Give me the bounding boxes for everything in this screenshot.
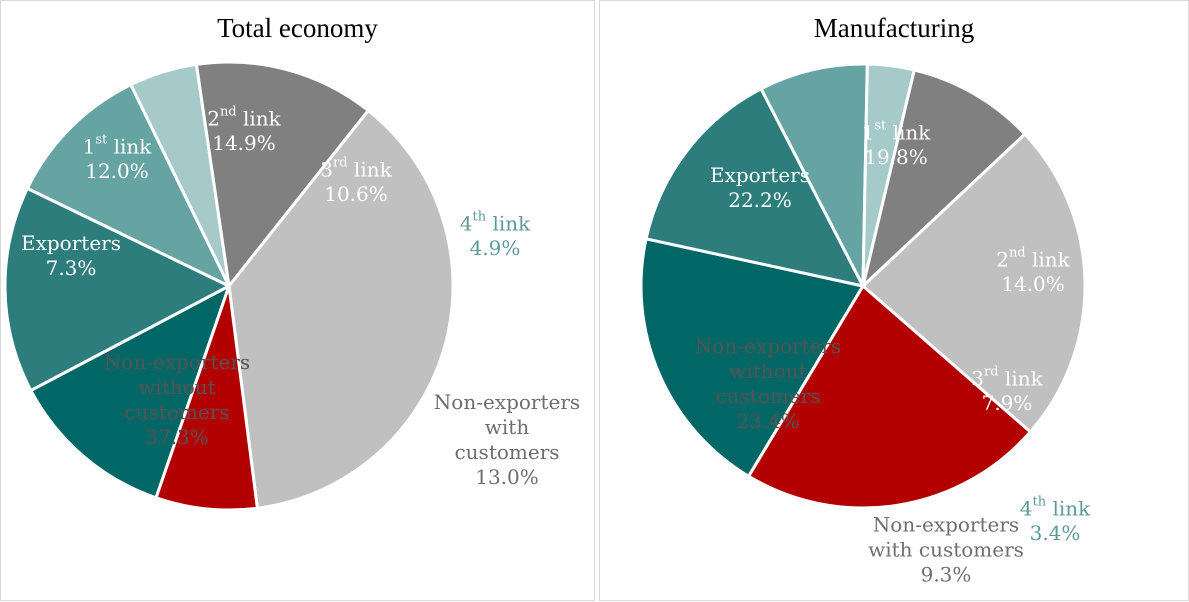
data-label: Non-exporters [434, 390, 580, 414]
data-label: 12.0% [85, 159, 149, 183]
data-label: 14.0% [1001, 272, 1065, 296]
pie-slice [747, 284, 1032, 510]
data-label: customers [454, 440, 559, 464]
pie-slice [194, 60, 370, 288]
pie-slice [227, 109, 455, 510]
data-label: 14.9% [212, 131, 276, 155]
data-label: 4th link [1020, 494, 1091, 520]
data-label: 13.0% [475, 465, 539, 489]
pie-slice [861, 132, 1087, 434]
chart-panel-total-economy: Total economy 1st link 12.0% 2nd link 14.9%… [0, 0, 595, 601]
data-label: customers [124, 400, 229, 424]
data-label: 4th link [460, 209, 531, 235]
data-label: 3rd link [320, 155, 392, 181]
data-label: 7.3% [46, 256, 97, 280]
pie-slice [29, 284, 231, 500]
data-label: 23.4% [736, 409, 800, 433]
data-label: 9.3% [921, 563, 972, 587]
chart-title: Manufacturing [813, 13, 975, 43]
pie-slice [861, 68, 1027, 288]
data-label: without [138, 375, 215, 399]
pie-slice [3, 186, 231, 392]
pie-slice [759, 62, 869, 288]
data-label: 3.4% [1030, 521, 1081, 545]
data-label: without [729, 359, 806, 383]
data-label: 37.3% [145, 425, 209, 449]
data-label: 2nd link [996, 245, 1070, 271]
data-label: 2nd link [207, 104, 281, 130]
pie-slice [154, 284, 259, 512]
data-label: 1st link [862, 118, 932, 144]
data-label: Exporters [710, 163, 810, 187]
data-label: 19.8% [864, 145, 928, 169]
data-label: with [485, 415, 530, 439]
data-label: Non-exporters [873, 513, 1019, 537]
data-label: 3rd link [971, 364, 1043, 390]
pie-slice [644, 87, 865, 288]
data-label: 1st link [83, 132, 153, 158]
chart-title: Total economy [217, 13, 378, 43]
data-label: Exporters [21, 231, 121, 255]
data-label: 4.9% [470, 236, 521, 260]
data-label: Non-exporters [104, 350, 250, 374]
data-label: 10.6% [324, 182, 388, 206]
data-label: 7.9% [982, 391, 1033, 415]
data-label: Non-exporters [695, 334, 841, 358]
data-label: with customers [868, 538, 1024, 562]
data-label: customers [715, 384, 820, 408]
pie-slice [25, 83, 231, 288]
data-label: 22.2% [728, 188, 792, 212]
pie-slice [639, 237, 865, 478]
chart-panel-manufacturing: Manufacturing 1st link 19.8% 2nd link 14.0%… [599, 0, 1189, 601]
